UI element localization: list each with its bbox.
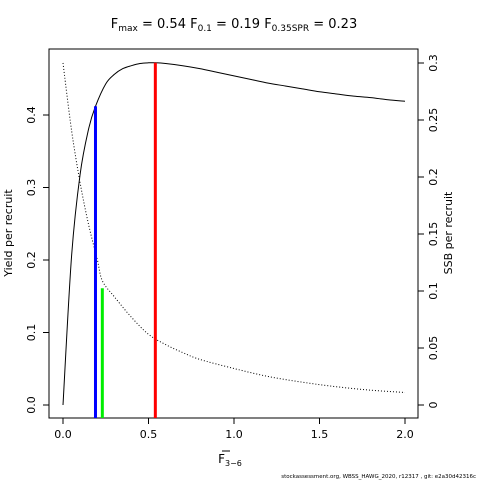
y-left-tick-label: 0.2	[25, 251, 38, 269]
y-left-tick-label: 0.1	[25, 324, 38, 342]
reference-lines	[93, 62, 157, 418]
y-right-tick-label: 0	[427, 402, 440, 409]
x-label-sub: 3−6	[225, 459, 242, 468]
title-fmax-value: 0.54	[157, 17, 186, 32]
title-f01-sub: 0.1	[198, 24, 212, 34]
y-right-tick-label: 0.1	[427, 282, 440, 300]
x-tick-label: 0.0	[54, 428, 72, 441]
title-fspr-symbol: F	[264, 17, 271, 32]
y-axis-left-label: Yield per recruit	[2, 189, 15, 278]
series-layer	[62, 62, 406, 406]
y-right-tick-label: 0.15	[427, 222, 440, 247]
y-right-tick-label: 0.05	[427, 336, 440, 361]
y-axis-right-label: SSB per recruit	[442, 191, 455, 274]
x-tick-label: 1.0	[225, 428, 243, 441]
x-tick-label: 2.0	[396, 428, 414, 441]
x-label-symbol: F	[218, 452, 225, 466]
title-fspr-sub: 0.35SPR	[272, 24, 309, 34]
plot-frame	[48, 48, 419, 419]
ssb-per-recruit-line	[62, 62, 406, 393]
x-tick-label: 1.5	[311, 428, 329, 441]
y-left-tick-label: 0.0	[25, 396, 38, 414]
title-f01-symbol: F	[190, 17, 197, 32]
y-left-tick-label: 0.3	[25, 179, 38, 197]
y-right-tick-label: 0.2	[427, 168, 440, 186]
title-fmax-sub: max	[118, 24, 138, 34]
title-fmax-symbol: F	[111, 17, 118, 32]
yield-per-recruit-line	[62, 62, 406, 406]
y-left-tick-label: 0.4	[25, 106, 38, 124]
chart-title: Fmax = 0.54 F0.1 = 0.19 F0.35SPR = 0.23	[111, 17, 357, 34]
footnote: stockassessment.org, WBSS_HAWG_2020, r12…	[281, 474, 476, 480]
x-axis: 0.0 0.5 1.0 1.5 2.0	[54, 417, 414, 441]
y-axis-left: 0.0 0.1 0.2 0.3 0.4	[25, 106, 49, 414]
y-axis-right: 0 0.05 0.1 0.15 0.2 0.25 0.3	[418, 54, 440, 409]
title-f01-value: 0.19	[231, 17, 260, 32]
x-tick-label: 0.5	[140, 428, 158, 441]
y-right-tick-label: 0.3	[427, 54, 440, 72]
title-fspr-value: 0.23	[328, 17, 357, 32]
x-axis-label: F3−6	[218, 452, 242, 468]
y-right-tick-label: 0.25	[427, 108, 440, 133]
